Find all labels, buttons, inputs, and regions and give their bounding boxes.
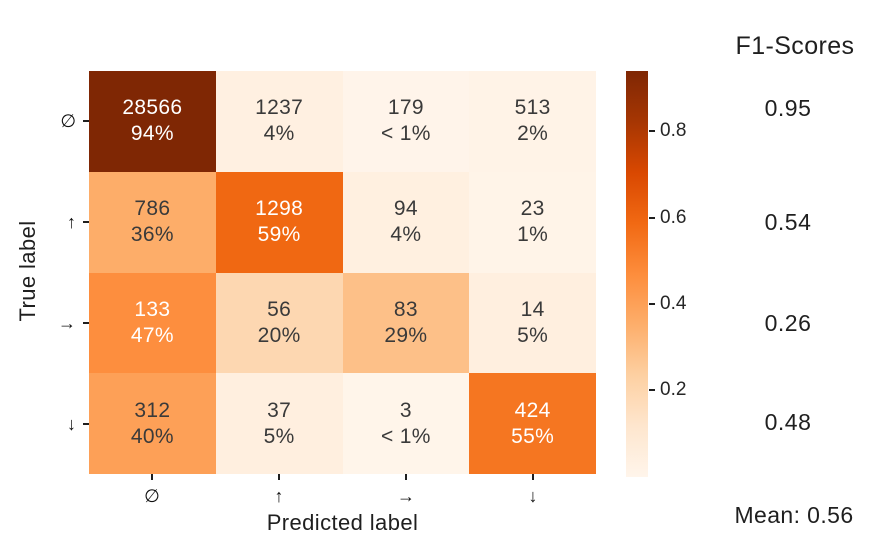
cell-count: 83 (393, 297, 418, 321)
x-tick-label-right: → (397, 486, 415, 506)
cell-percent: 5% (517, 323, 549, 347)
cell-percent: 55% (511, 424, 555, 448)
cell-count: 312 (134, 398, 171, 422)
x-tick-label-up: ↑ (274, 486, 284, 506)
matrix-cell: 424 55% (469, 373, 596, 474)
colorbar-tick-mark (649, 217, 655, 219)
y-tick-label-down: ↓ (67, 414, 76, 434)
matrix-cell: 3 < 1% (342, 373, 470, 474)
y-tick-label-right: → (58, 313, 76, 333)
cell-count: 786 (134, 197, 171, 221)
x-tick-mark (405, 474, 407, 480)
f1-score-value: 0.95 (764, 95, 812, 121)
colorbar-tick-label: 0.8 (660, 120, 687, 141)
cell-count: 133 (134, 297, 171, 321)
matrix-cell: 37 5% (215, 373, 343, 474)
y-tick-label-up: ↑ (67, 212, 76, 232)
cell-count: 179 (387, 96, 424, 120)
cell-count: 513 (514, 96, 551, 120)
y-tick-mark (83, 221, 89, 223)
cell-percent: 1% (517, 223, 549, 247)
matrix-cell: 1298 59% (215, 171, 343, 273)
y-axis-title-text: True label (15, 220, 40, 322)
colorbar-tick-label: 0.6 (660, 207, 687, 228)
y-tick-mark (83, 423, 89, 425)
cell-count: 23 (520, 197, 545, 221)
colorbar-tick-label: 0.4 (660, 293, 687, 314)
cell-percent: < 1% (381, 122, 431, 146)
matrix-cell: 28566 94% (89, 71, 216, 172)
matrix-cell: 56 20% (215, 272, 343, 374)
cell-count: 56 (267, 297, 292, 321)
cell-percent: 59% (257, 223, 301, 247)
x-tick-label-null: ∅ (144, 486, 160, 506)
matrix-cell: 179 < 1% (342, 71, 470, 172)
colorbar-tick-mark (649, 389, 655, 391)
cell-percent: 36% (130, 223, 174, 247)
cell-percent: 29% (384, 323, 428, 347)
cell-count: 424 (514, 398, 551, 422)
cell-count: 14 (520, 297, 545, 321)
cell-percent: 2% (517, 122, 549, 146)
cell-percent: 4% (390, 223, 422, 247)
cell-percent: 40% (130, 424, 174, 448)
cell-percent: < 1% (381, 424, 431, 448)
f1-score-value: 0.54 (764, 209, 812, 235)
cell-count: 28566 (122, 96, 183, 120)
x-tick-mark (278, 474, 280, 480)
cell-count: 1237 (255, 96, 304, 120)
colorbar-tick-mark (649, 303, 655, 305)
f1-score-value: 0.48 (764, 409, 812, 435)
x-tick-mark (151, 474, 153, 480)
matrix-cell: 786 36% (89, 171, 216, 273)
cell-count: 1298 (255, 197, 304, 221)
cell-percent: 4% (263, 122, 295, 146)
colorbar-tick-mark (649, 130, 655, 132)
y-tick-label-null: ∅ (60, 111, 76, 131)
y-tick-mark (83, 322, 89, 324)
y-tick-mark (83, 120, 89, 122)
x-tick-label-down: ↓ (528, 486, 538, 506)
cell-percent: 20% (257, 323, 301, 347)
f1-mean-label: Mean: 0.56 (734, 502, 854, 528)
f1-scores-title: F1-Scores (735, 32, 855, 60)
matrix-cell: 312 40% (89, 373, 216, 474)
matrix-cell: 83 29% (342, 272, 470, 374)
x-axis-title: Predicted label (266, 510, 419, 535)
colorbar-gradient (626, 71, 648, 477)
matrix-cell: 14 5% (469, 272, 596, 374)
cell-percent: 94% (130, 122, 174, 146)
matrix-cell: 1237 4% (215, 71, 343, 172)
matrix-cell: 94 4% (342, 171, 470, 273)
heatmap-grid: 28566 94% 1237 4% 179 < 1% 513 2% 786 36… (89, 71, 596, 474)
cell-count: 94 (393, 197, 418, 221)
cell-percent: 47% (130, 323, 174, 347)
matrix-cell: 133 47% (89, 272, 216, 374)
colorbar-tick-label: 0.2 (660, 379, 687, 400)
cell-percent: 5% (263, 424, 295, 448)
cell-count: 37 (267, 398, 292, 422)
f1-score-value: 0.26 (764, 310, 812, 336)
cell-count: 3 (399, 398, 412, 422)
matrix-cell: 23 1% (469, 171, 596, 273)
matrix-cell: 513 2% (469, 71, 596, 172)
x-tick-mark (532, 474, 534, 480)
